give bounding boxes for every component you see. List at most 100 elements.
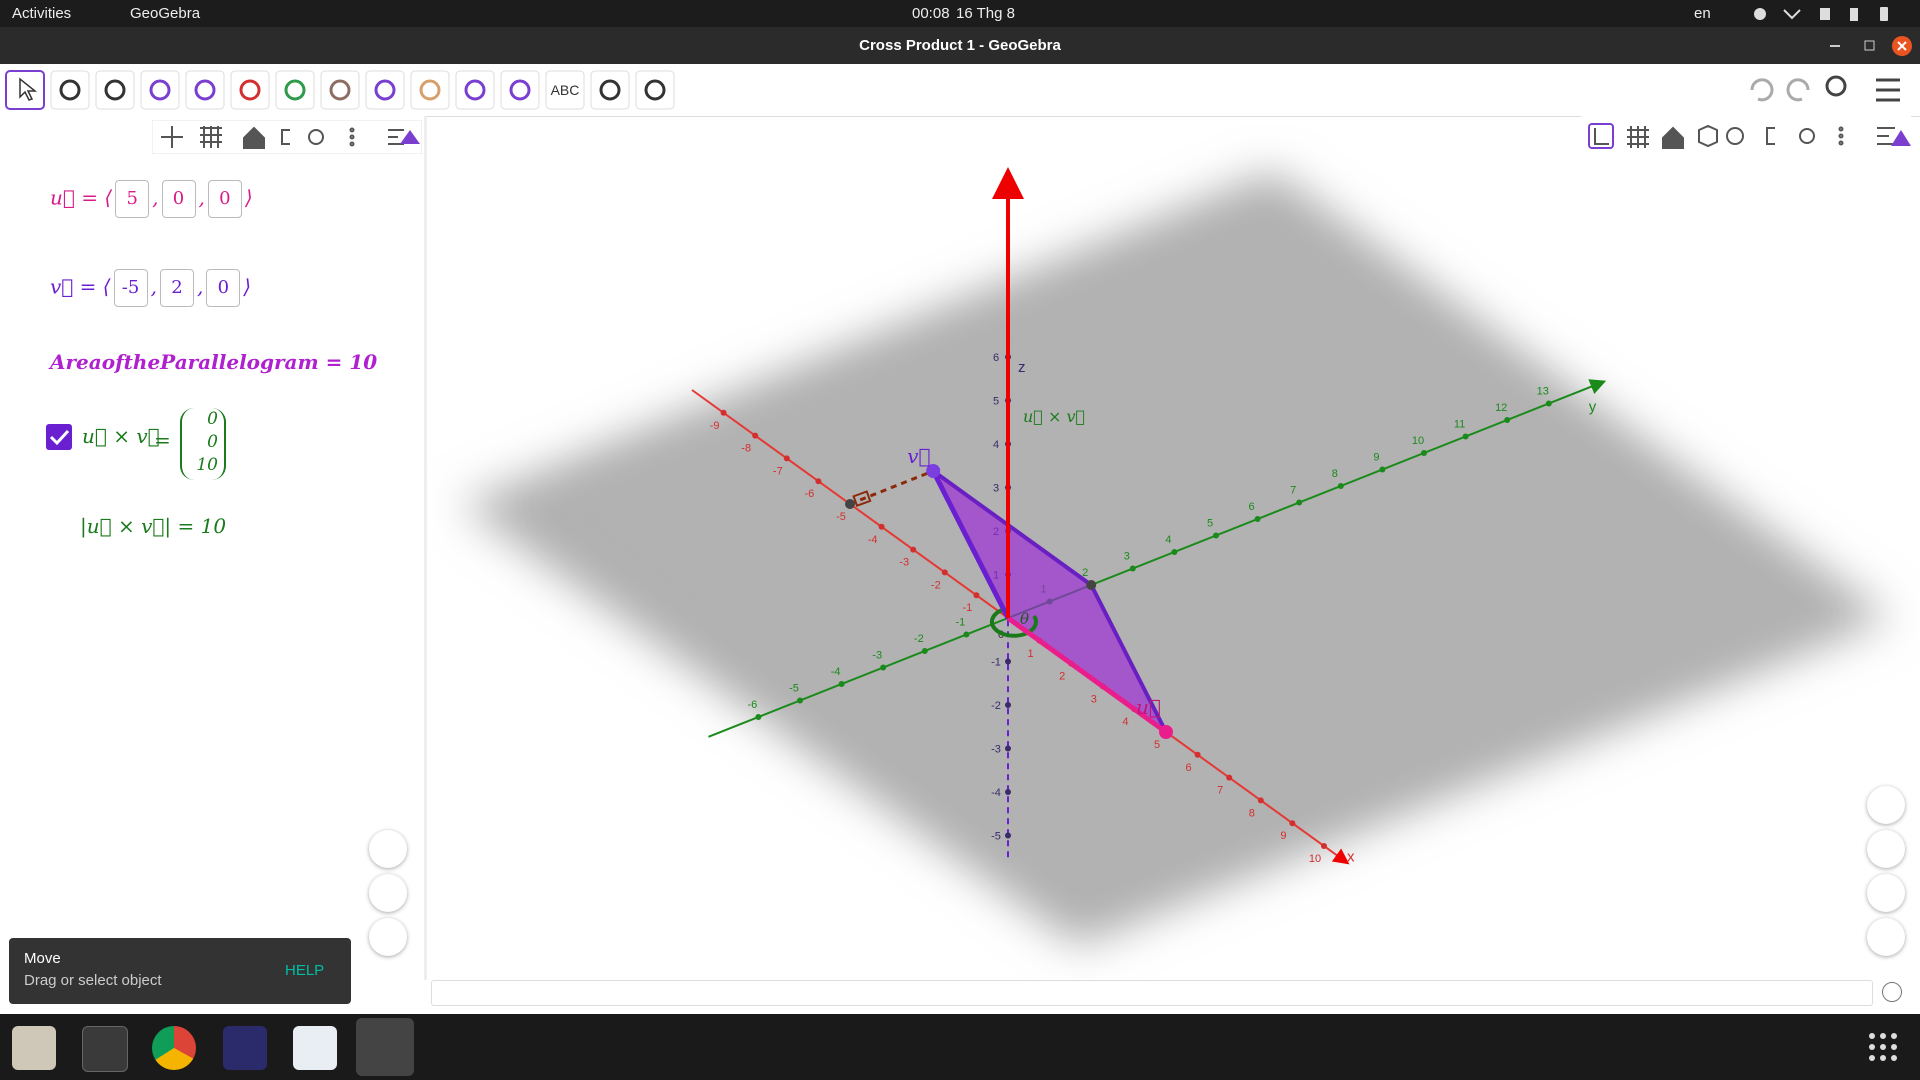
tooltip-help[interactable]: HELP [285,962,325,979]
u-x[interactable]: 5 [115,180,150,218]
tool-glyph [59,79,81,101]
app-grid[interactable] [1868,1032,1898,1062]
v-z[interactable]: 0 [206,269,241,307]
axis-tick-label: -1 [991,657,1001,669]
tool-button[interactable] [410,70,450,110]
y-axis [708,379,1607,738]
clock-time[interactable]: 00:08 [912,5,950,22]
axis-tick-label: -3 [991,744,1001,756]
u-z[interactable]: 0 [207,180,242,218]
graphics-3d[interactable]: -9-8-7-6-5-4-3-2-112345678910-6-5-4-3-2-… [431,116,1920,978]
help-icon[interactable] [1882,982,1902,1002]
circle-shape [1880,1033,1886,1039]
window-controls[interactable] [1820,33,1916,59]
path-shape [400,130,420,144]
tool-glyph [374,79,396,101]
sep: , [150,274,157,299]
axis-tick-label: -5 [789,683,799,695]
u-y[interactable]: 0 [161,180,196,218]
circle-shape [1799,128,1815,144]
tool-button[interactable] [230,70,270,110]
right-angle [852,490,872,507]
vector-v [930,469,1011,620]
language[interactable]: en [1694,5,1711,22]
axis-tick-label: -2 [914,633,924,645]
tool-button[interactable] [545,70,585,110]
tool-button[interactable] [275,70,315,110]
sep: , [196,274,204,299]
sep: , [152,185,159,210]
tool-button[interactable] [95,70,135,110]
visibility-checkbox[interactable] [46,424,72,450]
axis-tick-label: 7 [1217,785,1223,797]
axis-tick [1296,499,1303,506]
home-button[interactable] [1867,786,1905,824]
tool-text: ABC [551,82,580,98]
tool-button[interactable] [5,70,45,110]
axis-tick-label: 9 [1280,830,1286,842]
vector-u[interactable]: u⃗ = ⟨ 5, 0, 0 ⟩ [50,180,253,218]
algebra-style-bar[interactable] [152,120,422,154]
v-x[interactable]: -5 [113,269,148,307]
chrome[interactable] [152,1026,196,1070]
tool-button[interactable] [635,70,675,110]
v-lhs: v⃗ = ⟨ [50,274,111,299]
menu[interactable] [1876,78,1900,102]
path-shape [1897,41,1907,51]
app-menu[interactable]: GeoGebra [130,5,201,22]
area[interactable]: AreaoftheParallelogram = 10 [50,350,378,374]
path-shape [243,126,265,149]
point [1086,580,1097,590]
axis-tick [1213,532,1219,539]
graphics-style-bar[interactable] [1581,116,1911,156]
zoom-out[interactable] [1867,874,1905,912]
tool-glyph [464,79,486,101]
tool-glyph [644,79,666,101]
axis-tick-label: 2 [1082,567,1088,579]
circle-shape [1838,126,1844,132]
writer[interactable] [293,1026,337,1070]
cross-lhs[interactable]: u⃗ × v⃗ [82,424,160,448]
algebra-view: u⃗ = ⟨ 5, 0, 0 ⟩ v⃗ = ⟨ -5, 2, 0 ⟩ AreaofthePara… [0,116,427,980]
zoom-in[interactable] [369,874,407,912]
v-y[interactable]: 2 [159,269,194,307]
tool-button[interactable] [365,70,405,110]
clock-date[interactable]: 16 Thg 8 [956,5,1015,22]
axis-tick [1005,658,1011,665]
path-shape [281,129,290,145]
tool-button[interactable] [320,70,360,110]
fullscreen[interactable] [1867,918,1905,956]
files[interactable] [12,1026,56,1070]
tool-button[interactable] [185,70,225,110]
home-button[interactable] [369,830,407,868]
axis-tick-label: 3 [1091,693,1097,705]
axis-tick [797,697,803,704]
axis-tick-label: 6 [993,352,999,364]
redo[interactable] [1786,78,1810,102]
tool-button[interactable] [50,70,90,110]
axis-tick-label: 2 [1059,671,1065,683]
axis-tick [963,631,970,638]
input-bar[interactable] [431,980,1873,1006]
geogebra[interactable] [356,1018,414,1076]
search[interactable] [1825,75,1847,97]
magnitude[interactable]: |u⃗ × v⃗| = 10 [80,514,227,538]
undo[interactable] [1750,78,1774,102]
axis-tick-label: 8 [1249,807,1255,819]
tool-button[interactable] [590,70,630,110]
tool-button[interactable] [500,70,540,110]
terminal[interactable] [82,1026,128,1072]
axis-tick [838,681,845,687]
zoom-in[interactable] [1867,830,1905,868]
path-shape [1877,127,1895,145]
tool-icons: ABC [5,70,1900,110]
axis-tick-label: 3 [1124,551,1130,563]
zoom-out[interactable] [369,918,407,956]
tool-button[interactable] [140,70,180,110]
tool-button[interactable] [455,70,495,110]
activities[interactable]: Activities [12,5,72,22]
texstudio[interactable] [223,1026,267,1070]
tool-glyph [194,79,216,101]
vector-v[interactable]: v⃗ = ⟨ -5, 2, 0 ⟩ [50,269,251,307]
